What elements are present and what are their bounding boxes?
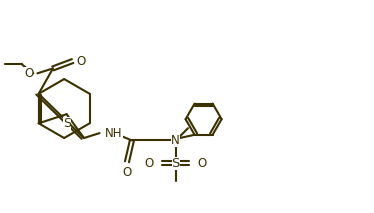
Text: S: S xyxy=(172,157,180,170)
Text: N: N xyxy=(171,134,180,147)
Text: NH: NH xyxy=(105,127,123,140)
Text: O: O xyxy=(24,67,33,80)
Text: O: O xyxy=(197,157,207,170)
Text: O: O xyxy=(145,157,154,170)
Text: S: S xyxy=(63,117,71,130)
Text: O: O xyxy=(77,55,86,68)
Text: O: O xyxy=(122,166,132,179)
